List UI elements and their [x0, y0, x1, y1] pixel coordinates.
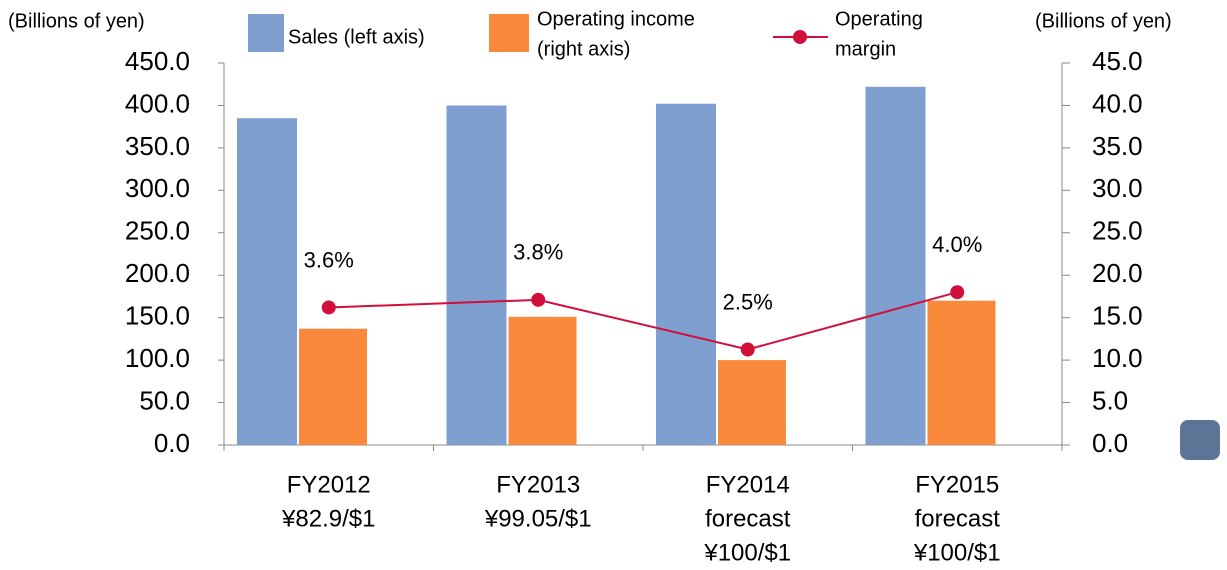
bar [508, 316, 577, 445]
legend-label: (right axis) [537, 38, 630, 60]
y2-tick-label: 15.0 [1092, 301, 1143, 331]
y-tick-label: 0.0 [154, 428, 190, 458]
y2-tick-label: 35.0 [1092, 131, 1143, 161]
x-tick-label: forecast [705, 505, 791, 532]
y-tick-label: 400.0 [125, 88, 190, 118]
bar [927, 300, 996, 445]
x-tick-label: FY2012 [287, 471, 371, 498]
marker [531, 292, 546, 307]
legend-swatch [248, 14, 284, 52]
bar [865, 86, 926, 445]
y-tick-label: 300.0 [125, 173, 190, 203]
x-tick-label: ¥82.9/$1 [281, 505, 375, 532]
y2-tick-label: 40.0 [1092, 88, 1143, 118]
marker [321, 300, 336, 315]
legend-marker [793, 30, 807, 44]
y2-tick-label: 0.0 [1092, 428, 1128, 458]
y2-tick-label: 25.0 [1092, 216, 1143, 246]
y-tick-label: 350.0 [125, 131, 190, 161]
y-tick-label: 200.0 [125, 258, 190, 288]
legend-label: margin [835, 38, 896, 60]
y-tick-label: 150.0 [125, 301, 190, 331]
data-label: 3.8% [513, 240, 563, 265]
legend-label: Operating income [537, 8, 695, 30]
y-tick-label: 50.0 [139, 385, 190, 415]
x-tick-label: ¥100/$1 [703, 539, 791, 566]
legend-label: Sales (left axis) [288, 26, 425, 48]
y2-tick-label: 30.0 [1092, 173, 1143, 203]
x-tick-label: FY2013 [496, 471, 580, 498]
bar [446, 105, 507, 445]
bar [656, 103, 716, 445]
line [328, 291, 958, 351]
product-image [1180, 420, 1220, 460]
y2-tick-label: 5.0 [1092, 385, 1128, 415]
x-tick-label: FY2014 [706, 471, 790, 498]
marker [740, 342, 755, 357]
data-label: 2.5% [723, 289, 773, 314]
y-tick-label: 450.0 [125, 46, 190, 76]
y2-axis-title: (Billions of yen) [1035, 10, 1172, 32]
data-label: 3.6% [304, 247, 354, 272]
legend-swatch [489, 14, 529, 52]
bar [237, 118, 297, 445]
y-tick-label: 250.0 [125, 216, 190, 246]
x-tick-label: ¥100/$1 [913, 539, 1001, 566]
y2-tick-label: 20.0 [1092, 258, 1143, 288]
x-tick-label: FY2015 [915, 471, 999, 498]
data-label: 4.0% [932, 232, 982, 257]
y2-tick-label: 45.0 [1092, 46, 1143, 76]
x-tick-label: forecast [915, 505, 1001, 532]
y2-tick-label: 10.0 [1092, 343, 1143, 373]
y-tick-label: 100.0 [125, 343, 190, 373]
bar [299, 328, 367, 445]
y-axis-title: (Billions of yen) [8, 10, 145, 32]
legend-label: Operating [835, 8, 923, 30]
marker [950, 285, 965, 300]
bar [718, 360, 786, 445]
x-tick-label: ¥99.05/$1 [484, 505, 592, 532]
